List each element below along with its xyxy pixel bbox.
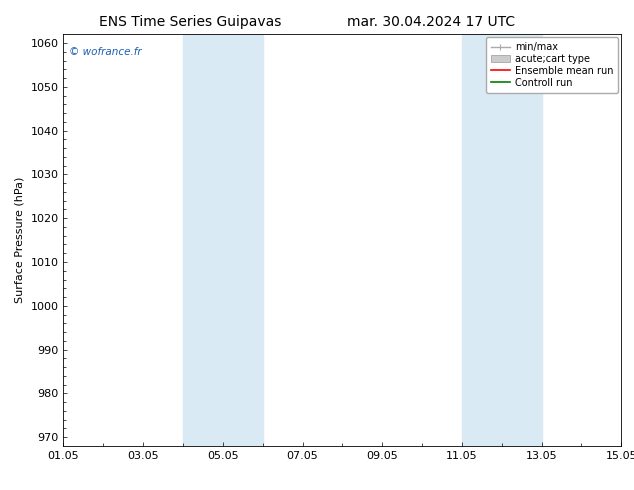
Text: mar. 30.04.2024 17 UTC: mar. 30.04.2024 17 UTC: [347, 15, 515, 29]
Text: ENS Time Series Guipavas: ENS Time Series Guipavas: [99, 15, 281, 29]
Text: © wofrance.fr: © wofrance.fr: [69, 47, 141, 57]
Bar: [462, 34, 541, 446]
Bar: [183, 34, 262, 446]
Y-axis label: Surface Pressure (hPa): Surface Pressure (hPa): [15, 177, 25, 303]
Legend: min/max, acute;cart type, Ensemble mean run, Controll run: min/max, acute;cart type, Ensemble mean …: [486, 37, 618, 93]
